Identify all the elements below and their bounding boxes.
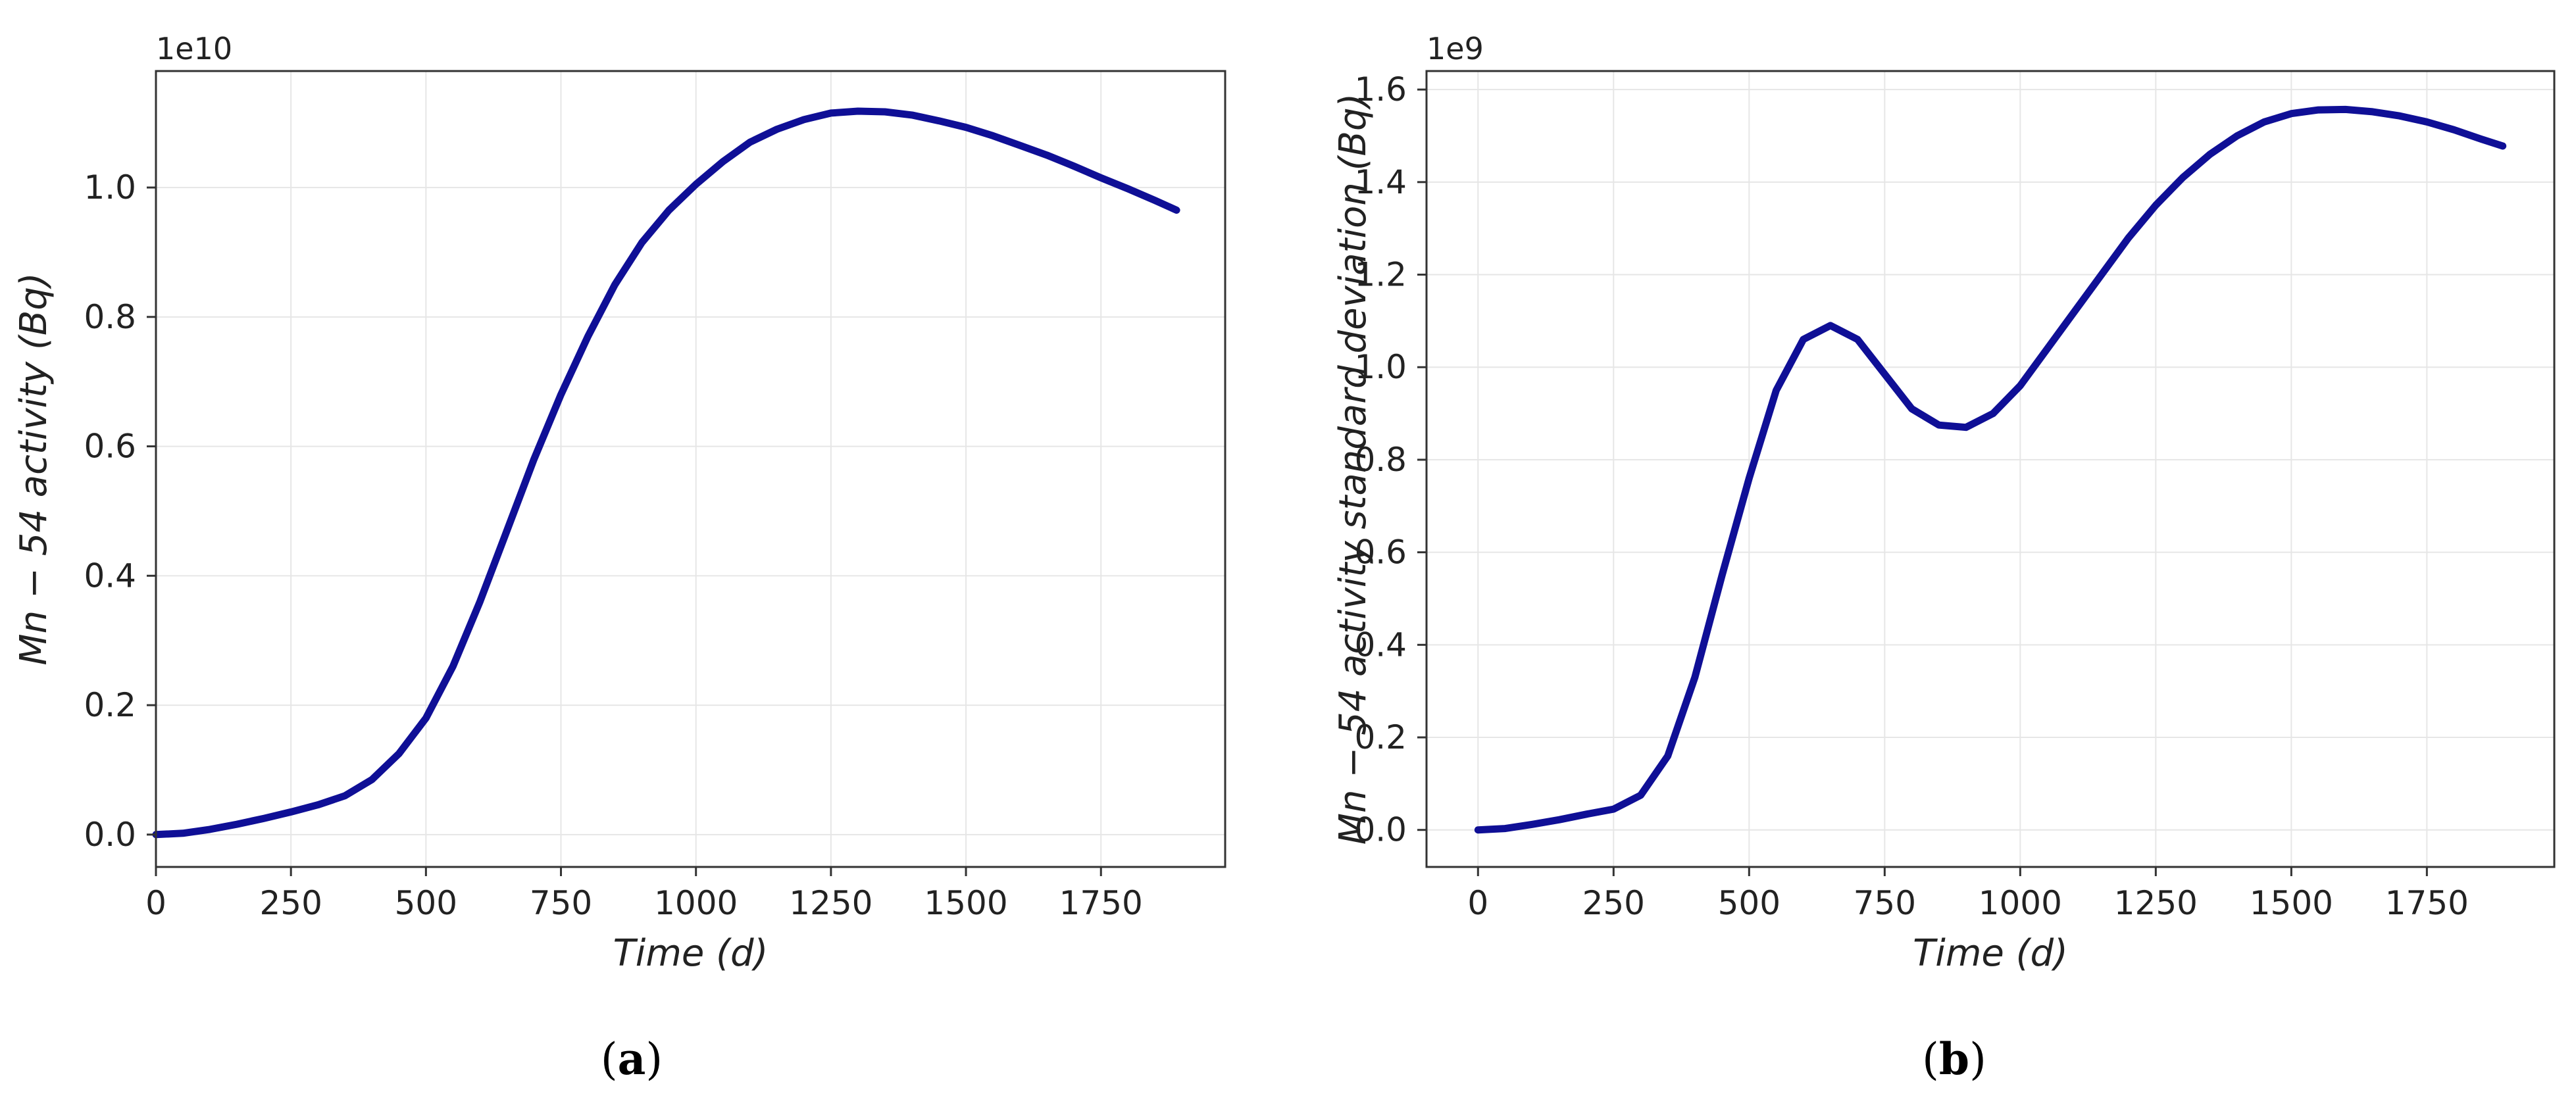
panel-a-caption: (a)	[601, 1033, 663, 1085]
panel-a-x-tick-label: 1250	[789, 884, 872, 922]
panel-a-series-line	[152, 107, 1180, 839]
panel-b-x-tick-label: 1750	[2385, 884, 2469, 922]
panel-b-y-axis-label: Mn − 54 activity standard deviation (Bq)	[1332, 93, 1375, 845]
panel-a-x-tick-label: 750	[530, 884, 592, 922]
panel-a-y-axis-label: Mn − 54 activity (Bq)	[13, 272, 55, 665]
panel-b-x-tick-label: 1250	[2114, 884, 2198, 922]
panel-b-x-tick-label: 1000	[1979, 884, 2062, 922]
panel-b-x-tick-label: 1500	[2250, 884, 2333, 922]
panel-a-x-tick-label: 0	[145, 884, 166, 922]
panel-b-y-tick-label: 0.2	[1354, 718, 1407, 756]
panel-a-plot-frame	[155, 70, 1226, 868]
panel-a-x-tick-label: 250	[259, 884, 322, 922]
panel-b-x-tick-label: 0	[1467, 884, 1488, 922]
panel-a-y-tick-label: 1.0	[84, 168, 136, 207]
panel-a-x-tick-label: 1750	[1059, 884, 1143, 922]
panel-b-y-scale-label: 1e9	[1427, 31, 1484, 66]
panel-b-y-tick-label: 1.2	[1354, 256, 1407, 294]
panel-a-y-scale-label: 1e10	[156, 31, 232, 66]
panel-b-y-tick-label: 1.6	[1354, 70, 1407, 109]
panel-a-y-tick-label: 0.2	[84, 686, 136, 724]
panel-b-y-tick-label: 1.4	[1354, 163, 1407, 201]
panel-b-plot-frame	[1425, 70, 2556, 868]
panel-a-y-tick-label: 0.4	[84, 556, 136, 595]
panel-b-y-tick-label: 0.4	[1354, 626, 1407, 664]
panel-b-caption: (b)	[1922, 1033, 1986, 1085]
panel-b-x-axis-label: Time (d)	[1913, 932, 2068, 975]
panel-b-x-tick-label: 750	[1854, 884, 1916, 922]
panel-a-chart: 0 250 500 750 1000 1250 1500 1750 0.0 0.2 0.4 0.6 0.…	[13, 31, 1226, 975]
panel-b-x-tick-label: 250	[1582, 884, 1645, 922]
panel-a-y-tick-label: 0.8	[84, 298, 136, 336]
panel-b-caption-letter: b	[1939, 1033, 1969, 1085]
panel-b-y-tick-label: 1.0	[1354, 348, 1407, 386]
panel-b-y-tick-label: 0.0	[1354, 811, 1407, 849]
panel-b-series-line	[1474, 105, 2507, 834]
panel-a-x-tick-label: 1000	[654, 884, 738, 922]
panel-a-caption-letter: a	[618, 1033, 646, 1085]
panel-a-x-axis-label: Time (d)	[613, 932, 769, 975]
panel-a-x-tick-label: 500	[395, 884, 457, 922]
panel-b-chart: 0 250 500 750 1000 1250 1500 1750 0.0 0.2 0.4 0.6 0.…	[1332, 31, 2556, 975]
panel-b-y-tick-label: 0.8	[1354, 441, 1407, 479]
panel-b-x-tick-label: 500	[1718, 884, 1780, 922]
panel-a-x-tick-label: 1500	[924, 884, 1007, 922]
panel-a-y-tick-label: 0.0	[84, 816, 136, 854]
panel-b-y-tick-label: 0.6	[1354, 533, 1407, 572]
panel-a-y-tick-label: 0.6	[84, 428, 136, 466]
